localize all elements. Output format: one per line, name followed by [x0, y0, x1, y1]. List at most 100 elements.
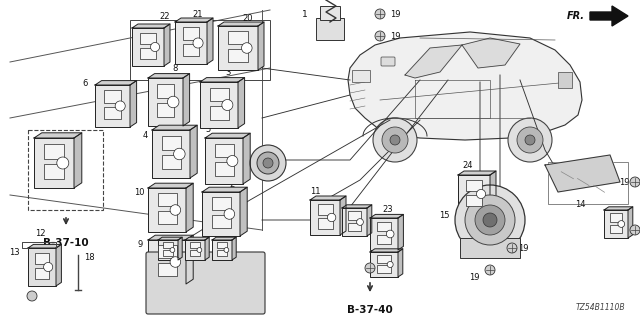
Polygon shape — [158, 237, 182, 240]
FancyBboxPatch shape — [158, 240, 178, 260]
Text: 12: 12 — [35, 229, 45, 238]
Polygon shape — [205, 237, 209, 260]
Text: 16: 16 — [234, 158, 244, 167]
Bar — [44, 164, 64, 179]
Polygon shape — [34, 133, 82, 138]
Bar — [548, 162, 628, 204]
Text: 19: 19 — [518, 244, 529, 252]
Bar — [163, 251, 173, 256]
FancyBboxPatch shape — [175, 22, 207, 64]
Text: 19: 19 — [620, 178, 630, 187]
Circle shape — [365, 263, 375, 273]
Polygon shape — [130, 81, 136, 127]
Circle shape — [263, 158, 273, 168]
Circle shape — [375, 31, 385, 41]
Bar — [35, 268, 49, 279]
FancyBboxPatch shape — [185, 240, 205, 260]
Polygon shape — [175, 18, 213, 22]
Bar — [214, 162, 234, 176]
Bar — [610, 213, 622, 222]
FancyBboxPatch shape — [205, 138, 243, 184]
Circle shape — [224, 248, 229, 252]
Polygon shape — [490, 171, 496, 213]
FancyBboxPatch shape — [28, 248, 56, 286]
Text: 19: 19 — [390, 31, 401, 41]
Bar — [217, 251, 227, 256]
Text: 24: 24 — [463, 161, 473, 170]
Polygon shape — [190, 125, 197, 178]
Polygon shape — [152, 125, 197, 130]
Circle shape — [150, 43, 159, 52]
Polygon shape — [458, 171, 496, 175]
Polygon shape — [74, 133, 82, 188]
FancyBboxPatch shape — [604, 210, 628, 238]
Bar — [157, 263, 177, 276]
Circle shape — [170, 257, 180, 267]
Polygon shape — [95, 81, 136, 85]
Bar — [157, 103, 174, 117]
Bar — [140, 33, 156, 44]
Bar — [161, 136, 180, 150]
Polygon shape — [207, 18, 213, 64]
Polygon shape — [367, 205, 372, 236]
FancyBboxPatch shape — [458, 175, 490, 213]
Polygon shape — [370, 214, 403, 218]
Circle shape — [227, 156, 238, 166]
Polygon shape — [186, 235, 193, 284]
Polygon shape — [348, 32, 582, 140]
Circle shape — [517, 127, 543, 153]
Circle shape — [618, 221, 625, 228]
Circle shape — [483, 213, 497, 227]
Bar — [214, 144, 234, 157]
Text: 22: 22 — [160, 12, 170, 20]
Polygon shape — [545, 155, 620, 192]
Text: TZ54B1110B: TZ54B1110B — [575, 303, 625, 312]
Text: 17: 17 — [155, 258, 166, 267]
Bar — [320, 6, 340, 20]
Circle shape — [525, 135, 535, 145]
FancyBboxPatch shape — [381, 57, 395, 66]
Text: 20: 20 — [243, 13, 253, 22]
Text: 18: 18 — [84, 253, 95, 262]
FancyBboxPatch shape — [132, 28, 164, 66]
Bar — [190, 243, 200, 248]
Bar — [35, 252, 49, 264]
Circle shape — [390, 135, 400, 145]
Circle shape — [373, 118, 417, 162]
Circle shape — [27, 291, 37, 301]
Circle shape — [193, 38, 203, 48]
FancyBboxPatch shape — [218, 26, 258, 70]
Circle shape — [170, 248, 175, 252]
Bar — [558, 72, 572, 88]
Circle shape — [476, 189, 486, 198]
Bar — [163, 243, 173, 248]
Text: 19: 19 — [470, 274, 480, 283]
Text: 11: 11 — [310, 187, 321, 196]
Bar — [316, 18, 344, 40]
Polygon shape — [243, 133, 250, 184]
Circle shape — [115, 101, 125, 111]
Circle shape — [224, 209, 235, 219]
Bar — [211, 215, 230, 228]
Circle shape — [356, 219, 364, 225]
FancyBboxPatch shape — [148, 78, 183, 126]
Circle shape — [168, 96, 179, 108]
Bar — [466, 195, 482, 206]
Bar — [610, 225, 622, 233]
Bar — [228, 31, 248, 44]
Bar — [317, 218, 333, 229]
Polygon shape — [405, 45, 462, 78]
FancyBboxPatch shape — [370, 252, 398, 277]
Bar — [28, 130, 103, 210]
Circle shape — [485, 265, 495, 275]
Circle shape — [507, 243, 517, 253]
Circle shape — [197, 248, 202, 252]
Text: 19: 19 — [390, 10, 401, 19]
Text: 19: 19 — [620, 226, 630, 235]
Bar — [209, 106, 228, 120]
Bar — [228, 49, 248, 62]
Text: 23: 23 — [382, 205, 392, 214]
Polygon shape — [342, 205, 372, 208]
Bar — [460, 238, 520, 258]
Bar — [190, 251, 200, 256]
